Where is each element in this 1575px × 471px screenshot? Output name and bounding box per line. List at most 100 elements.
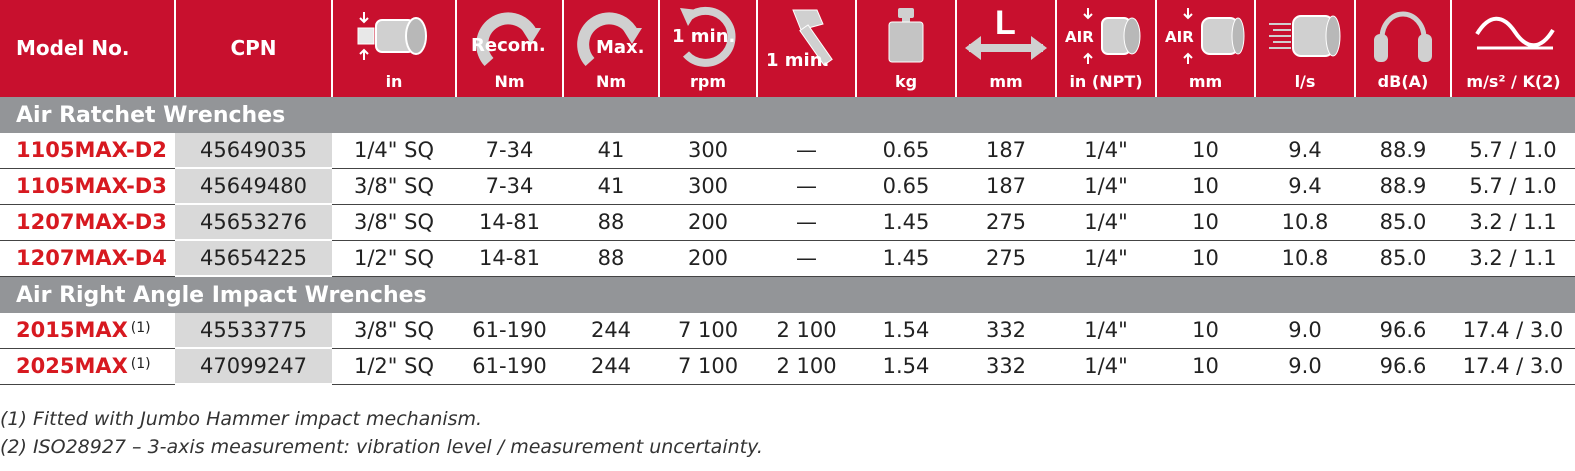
header-cpn: CPN [174, 0, 332, 97]
air-inlet-icon [1057, 4, 1155, 68]
spec-cell: 1.54 [856, 348, 956, 385]
model-number: 1105MAX-D3 [16, 174, 167, 198]
model-number: 2025MAX [16, 354, 128, 378]
header-noise: dB(A) [1354, 0, 1451, 97]
overlay-max: Max. [596, 37, 645, 58]
hammer-blow-icon [758, 4, 855, 68]
table-row: 1207MAX-D3 45653276 3/8" SQ 14-81 88 200… [0, 204, 1575, 241]
unit-speed: rpm [689, 72, 726, 91]
spec-cell: 275 [956, 204, 1056, 241]
cpn-cell: 45653276 [175, 204, 332, 241]
unit-air-consumption: l/s [1294, 72, 1316, 91]
model-cell: 1105MAX-D3 [0, 168, 175, 205]
spec-cell: 187 [956, 133, 1056, 169]
torque-arrow-icon [457, 4, 562, 68]
unit-noise: dB(A) [1377, 72, 1429, 91]
square-drive-icon [333, 4, 455, 68]
unit-max-torque: Nm [595, 72, 627, 91]
table-row: 1105MAX-D2 45649035 1/4" SQ 7-34 41 300 … [0, 133, 1575, 169]
spec-cell: 85.0 [1355, 240, 1451, 277]
spec-cell: 5.7 / 1.0 [1451, 133, 1575, 169]
hose-size-icon [1157, 4, 1254, 68]
spec-cell: 332 [956, 313, 1056, 349]
header-speed: 1 min. rpm [658, 0, 757, 97]
spec-cell: 10 [1156, 133, 1255, 169]
header-row: Model No. CPN in Recom. Nm Max. [0, 0, 1575, 97]
header-hose-size: AIR mm [1155, 0, 1255, 97]
unit-square-drive: in [385, 72, 403, 91]
cpn-cell: 45649035 [175, 133, 332, 169]
unit-recom-torque: Nm [494, 72, 525, 91]
spec-cell: 10 [1156, 240, 1255, 277]
model-number: 1207MAX-D4 [16, 246, 167, 270]
spec-cell: 10 [1156, 204, 1255, 241]
unit-air-inlet: in (NPT) [1069, 72, 1143, 91]
spec-cell: 7 100 [659, 348, 757, 385]
spec-cell: 85.0 [1355, 204, 1451, 241]
spec-cell: 187 [956, 168, 1056, 205]
model-header-label: Model No. [16, 36, 130, 60]
spec-cell: 332 [956, 348, 1056, 385]
footnote-2: (2) ISO28927 – 3-axis measurement: vibra… [0, 436, 763, 458]
cpn-cell: 47099247 [175, 348, 332, 385]
model-number: 1207MAX-D3 [16, 210, 167, 234]
spec-cell: 61-190 [456, 313, 563, 349]
spec-cell: — [757, 240, 856, 277]
spec-cell: 1.54 [856, 313, 956, 349]
spec-cell: 1/4" [1056, 204, 1156, 241]
spec-cell: 9.0 [1255, 348, 1355, 385]
overlay-blow-rate: 1 min. [766, 50, 830, 71]
section-title: Air Ratchet Wrenches [0, 97, 1575, 133]
header-air-consumption: l/s [1254, 0, 1355, 97]
overlay-air-inlet: AIR [1065, 28, 1094, 46]
spec-cell: 300 [659, 168, 757, 205]
header-recom-torque: Recom. Nm [455, 0, 563, 97]
spec-cell: 244 [563, 313, 659, 349]
spec-cell: 61-190 [456, 348, 563, 385]
weight-icon [857, 4, 955, 68]
spec-cell: 244 [563, 348, 659, 385]
spec-cell: 1/4" [1056, 313, 1156, 349]
spec-cell: 96.6 [1355, 348, 1451, 385]
spec-cell: 41 [563, 133, 659, 169]
spec-cell: 17.4 / 3.0 [1451, 348, 1575, 385]
model-number: 2015MAX [16, 318, 128, 343]
length-arrow-icon: L [957, 4, 1055, 68]
spec-cell: 14-81 [456, 240, 563, 277]
spec-cell: 0.65 [856, 133, 956, 169]
model-cell: 1105MAX-D2 [0, 133, 175, 169]
spec-cell: 88 [563, 240, 659, 277]
spec-cell: — [757, 133, 856, 169]
spec-cell: 1/4" SQ [332, 133, 456, 169]
spec-cell: 5.7 / 1.0 [1451, 168, 1575, 205]
spec-cell: 10 [1156, 348, 1255, 385]
table-body: Air Ratchet Wrenches 1105MAX-D2 45649035… [0, 97, 1575, 385]
section-header: Air Ratchet Wrenches [0, 97, 1575, 133]
header-vibration: m/s² / K(2) [1450, 0, 1575, 97]
spec-cell: 3/8" SQ [332, 204, 456, 241]
header-air-inlet: AIR in (NPT) [1055, 0, 1156, 97]
section-title: Air Right Angle Impact Wrenches [0, 276, 1575, 313]
spec-cell: 1/2" SQ [332, 240, 456, 277]
unit-hose-size: mm [1188, 72, 1223, 91]
table-row: 1105MAX-D3 45649480 3/8" SQ 7-34 41 300 … [0, 168, 1575, 205]
vibration-wave-icon [1452, 4, 1575, 68]
spec-cell: 96.6 [1355, 313, 1451, 349]
spec-cell: — [757, 168, 856, 205]
spec-cell: 300 [659, 133, 757, 169]
model-cell: 1207MAX-D4 [0, 240, 175, 277]
model-cell: 1207MAX-D3 [0, 204, 175, 241]
unit-length: mm [989, 72, 1023, 91]
spec-cell: 1/4" [1056, 240, 1156, 277]
footnote-marker: (1) [130, 356, 151, 372]
overlay-speed: 1 min. [672, 26, 736, 47]
footnote-marker: (1) [130, 320, 151, 337]
spec-cell: 7-34 [456, 133, 563, 169]
table-row: 2015MAX (1) 45533775 3/8" SQ 61-190 244 7… [0, 313, 1575, 349]
spec-cell: 1.45 [856, 204, 956, 241]
cpn-cell: 45533775 [175, 313, 332, 349]
header-length: L mm [955, 0, 1056, 97]
header-model: Model No. [0, 0, 175, 97]
torque-arrow-icon [564, 4, 658, 68]
footnote-1: (1) Fitted with Jumbo Hammer impact mech… [0, 408, 483, 430]
